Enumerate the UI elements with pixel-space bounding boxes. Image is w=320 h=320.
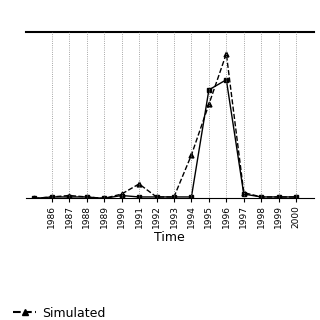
X-axis label: Time: Time	[154, 231, 185, 244]
Legend: Simulated, Observed: Simulated, Observed	[8, 301, 110, 320]
